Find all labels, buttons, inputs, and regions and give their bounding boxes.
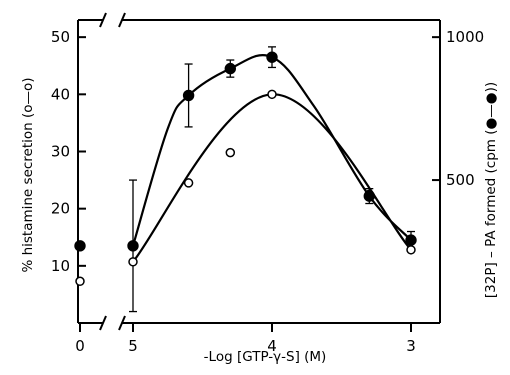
histamine-secretion-curve: [132, 93, 412, 263]
open-circle-marker: [267, 89, 277, 100]
right-y-tick-label: 500: [446, 171, 475, 189]
open-circle-marker: [128, 257, 138, 267]
left-y-tick-label: 40: [51, 85, 70, 103]
x-axis-title: -Log [GTP-γ-S] (M): [204, 349, 327, 365]
x-tick-label: 3: [406, 337, 416, 355]
left-y-tick-label: 50: [51, 28, 70, 46]
filled-circle-marker: [74, 240, 86, 252]
filled-circle-marker: [363, 190, 375, 202]
left-y-axis-title: % histamine secretion (o—o): [20, 77, 36, 272]
right-y-tick-label: 1000: [446, 28, 484, 46]
open-circle-marker: [75, 276, 85, 287]
filled-circle-marker: [127, 240, 139, 252]
left-y-tick-label: 20: [51, 200, 70, 218]
open-circle-marker: [406, 245, 416, 255]
x-tick-label: 0: [75, 337, 85, 355]
right-y-axis-title: [32P] – PA formed (cpm (●—●)): [483, 82, 499, 298]
axis-break-mark: [118, 12, 126, 28]
axis-break-mark: [99, 315, 107, 331]
x-tick-label: 5: [128, 337, 138, 355]
open-circle-marker: [183, 178, 194, 188]
labels: -Log [GTP-γ-S] (M) % histamine secretion…: [20, 77, 499, 365]
pa-formed-curve: [131, 54, 412, 247]
x-tick-label: 4: [267, 337, 277, 355]
filled-circle-marker: [224, 62, 237, 75]
left-y-tick-label: 10: [51, 257, 70, 275]
open-circle-marker: [225, 147, 236, 158]
error-bars: [129, 46, 415, 313]
filled-circle-marker: [266, 51, 278, 63]
curves: [131, 54, 412, 263]
axis-break-mark: [99, 12, 107, 28]
markers: [74, 51, 417, 287]
axes: 10 20 30 40 50 500 1000 0 5 4 3: [51, 12, 484, 355]
axis-break-mark: [118, 315, 126, 331]
filled-circle-marker: [182, 89, 195, 102]
left-y-tick-label: 30: [51, 142, 70, 160]
filled-circle-marker: [405, 234, 417, 246]
